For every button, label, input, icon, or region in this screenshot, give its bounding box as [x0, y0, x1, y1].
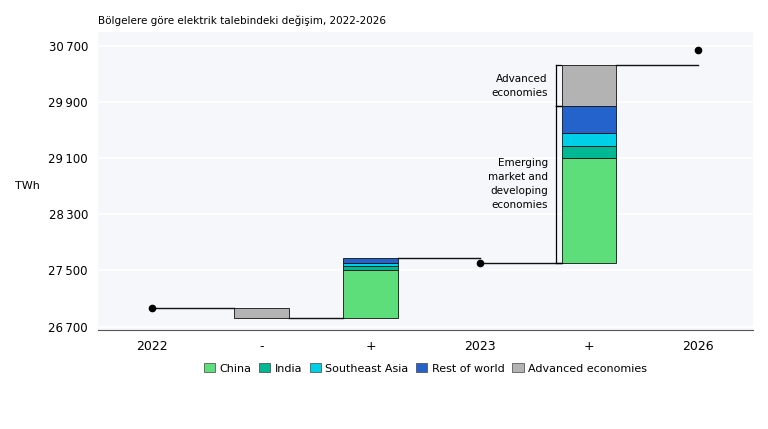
Bar [234, 308, 289, 318]
Bar [562, 65, 617, 106]
Bar [562, 106, 617, 133]
Bar [343, 270, 398, 318]
Y-axis label: TWh: TWh [15, 181, 40, 191]
Text: Advanced
economies: Advanced economies [492, 73, 548, 97]
Bar [343, 263, 398, 266]
Bar [343, 266, 398, 270]
Bar [562, 145, 617, 158]
Text: Bölgelere göre elektrik talebindeki değişim, 2022-2026: Bölgelere göre elektrik talebindeki deği… [98, 15, 386, 25]
Bar [343, 259, 398, 263]
Text: Emerging
market and
developing
economies: Emerging market and developing economies [488, 158, 548, 211]
Bar [562, 133, 617, 145]
Bar [562, 158, 617, 263]
Legend: China, India, Southeast Asia, Rest of world, Advanced economies: China, India, Southeast Asia, Rest of wo… [199, 359, 651, 378]
